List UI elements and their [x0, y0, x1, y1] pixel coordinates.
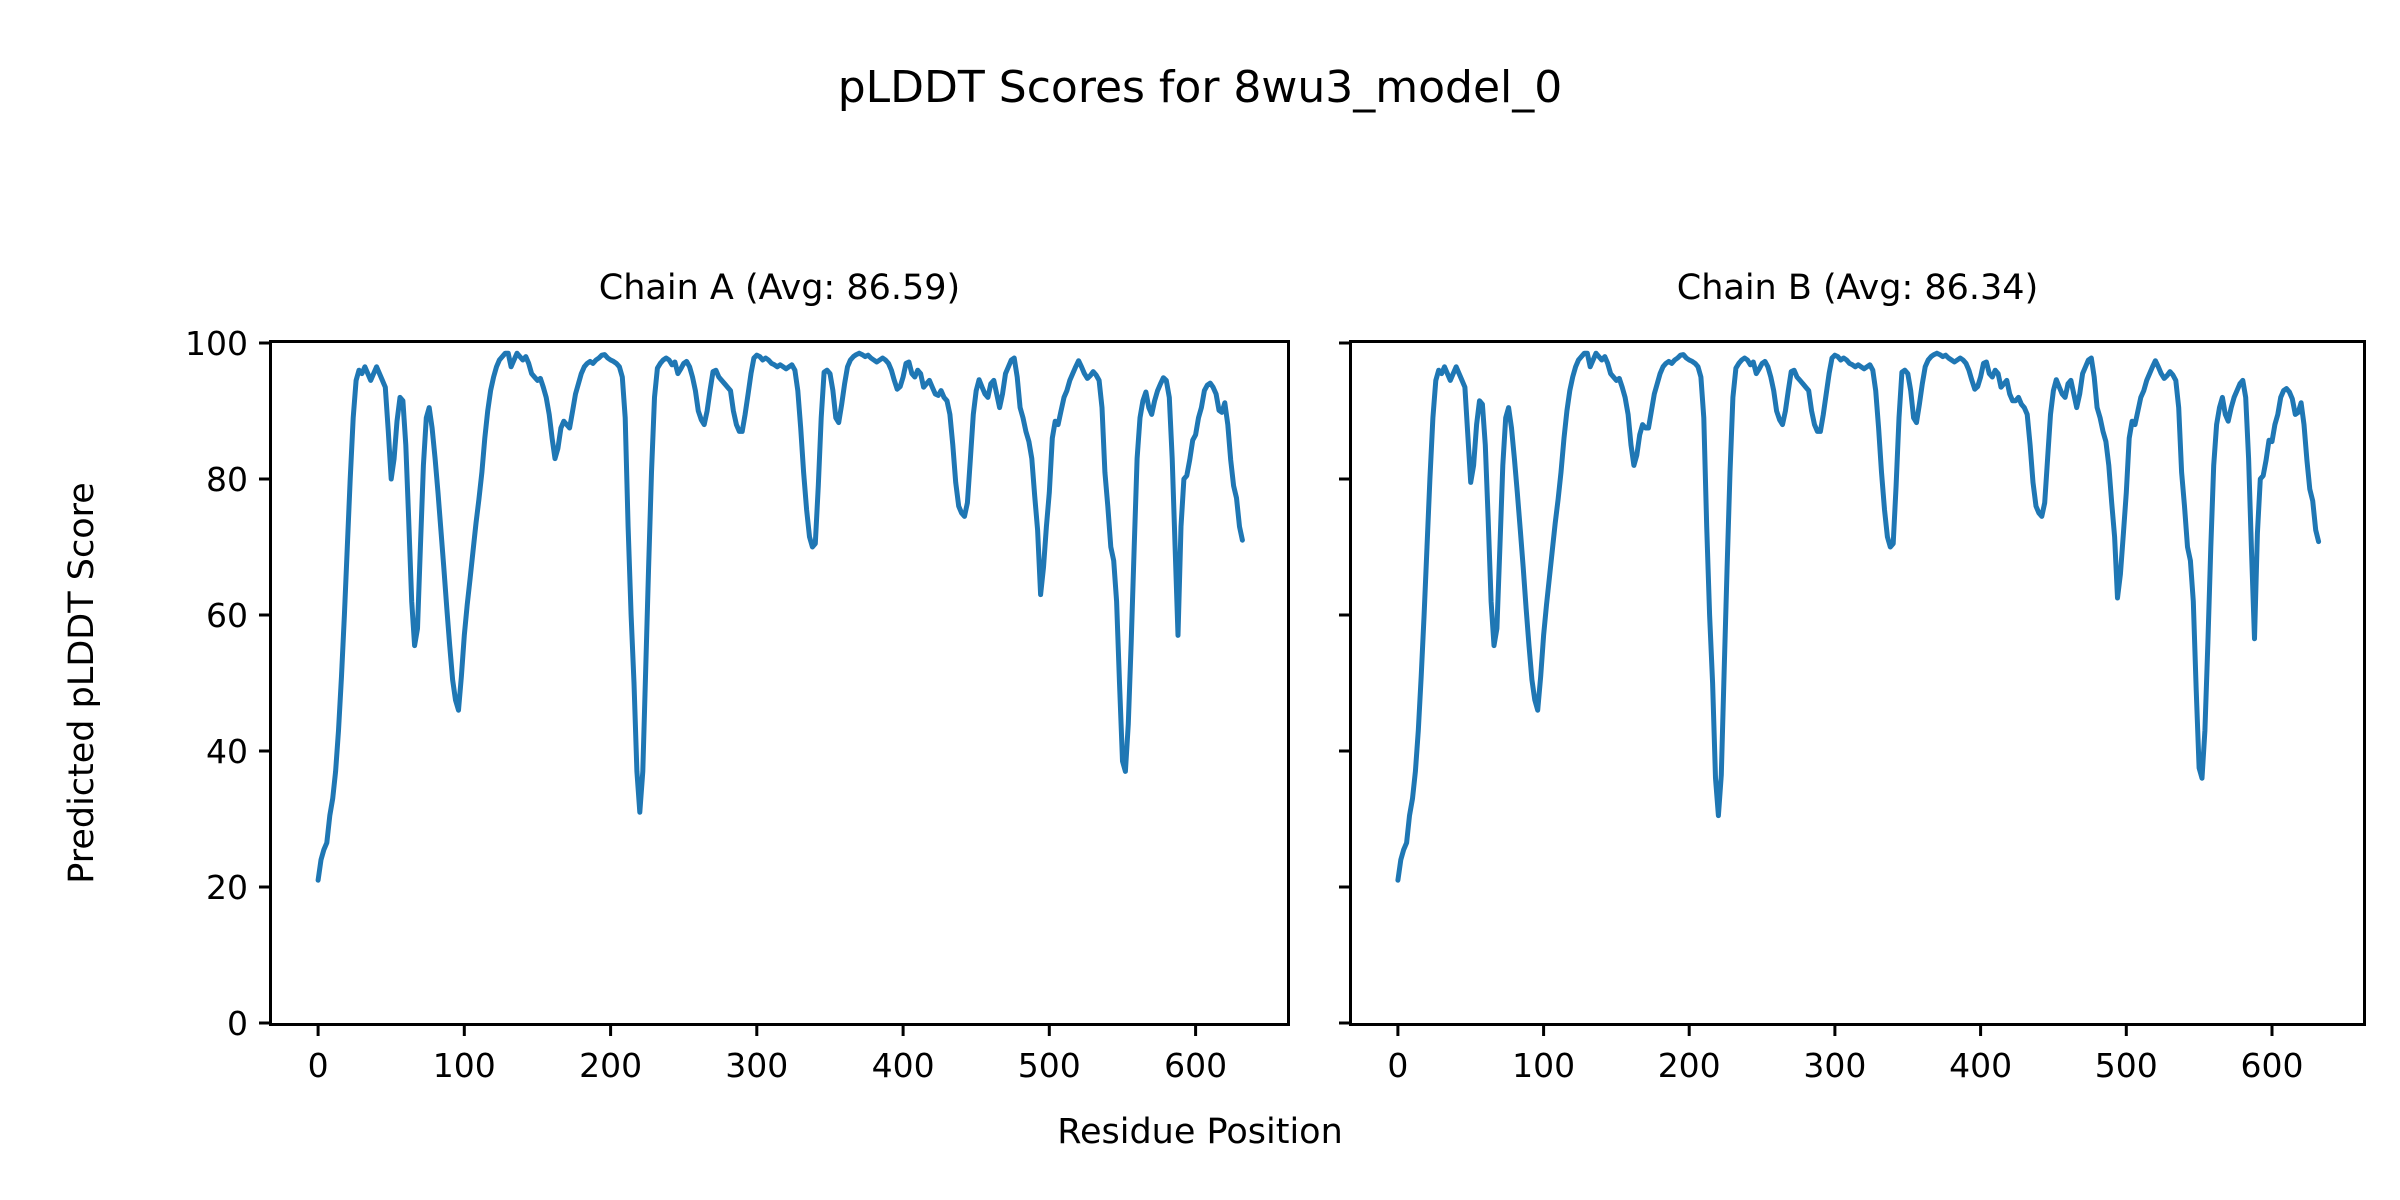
x-tick-label: 600 [2241, 1046, 2304, 1085]
x-tick-label: 0 [308, 1046, 329, 1085]
chain-b-title: Chain B (Avg: 86.34) [1676, 268, 2039, 308]
x-tick-label: 300 [1803, 1046, 1866, 1085]
x-tick-label: 300 [725, 1046, 788, 1085]
figure-suptitle: pLDDT Scores for 8wu3_model_0 [837, 62, 1563, 113]
x-tick-label: 200 [579, 1046, 642, 1085]
x-axis-label: Residue Position [1057, 1112, 1343, 1152]
x-tick-label: 100 [433, 1046, 496, 1085]
x-tick-label: 600 [1164, 1046, 1227, 1085]
x-tick-label: 400 [1949, 1046, 2012, 1085]
y-tick-label: 40 [206, 732, 248, 771]
chain-a-line-chart: 0 100 200 300 400 500 600 0 20 40 60 80 100 [185, 324, 1245, 1085]
chain-a-plot-area: 0 100 200 300 400 500 600 0 20 40 60 80 100 [185, 324, 1290, 1085]
x-tick-label: 100 [1512, 1046, 1575, 1085]
y-tick-label: 100 [185, 324, 248, 363]
x-tick-label: 500 [1018, 1046, 1081, 1085]
x-tick-label: 400 [872, 1046, 935, 1085]
x-tick-label: 500 [2095, 1046, 2158, 1085]
chain-a-title: Chain A (Avg: 86.59) [598, 268, 961, 308]
x-tick-label: 0 [1387, 1046, 1408, 1085]
y-tick-label: 80 [206, 460, 248, 499]
plddt-line [315, 350, 1245, 883]
y-tick-label: 0 [227, 1004, 248, 1043]
y-axis-label: Predicted pLDDT Score [62, 482, 103, 884]
chain-b-plot-area: 0 100 200 300 400 500 600 [1339, 340, 2366, 1085]
x-tick-label: 200 [1658, 1046, 1721, 1085]
y-tick-label: 60 [206, 596, 248, 635]
y-tick-label: 20 [206, 868, 248, 907]
chain-b-line-chart: 0 100 200 300 400 500 600 [1339, 341, 2322, 1085]
plddt-line [1395, 350, 2322, 883]
